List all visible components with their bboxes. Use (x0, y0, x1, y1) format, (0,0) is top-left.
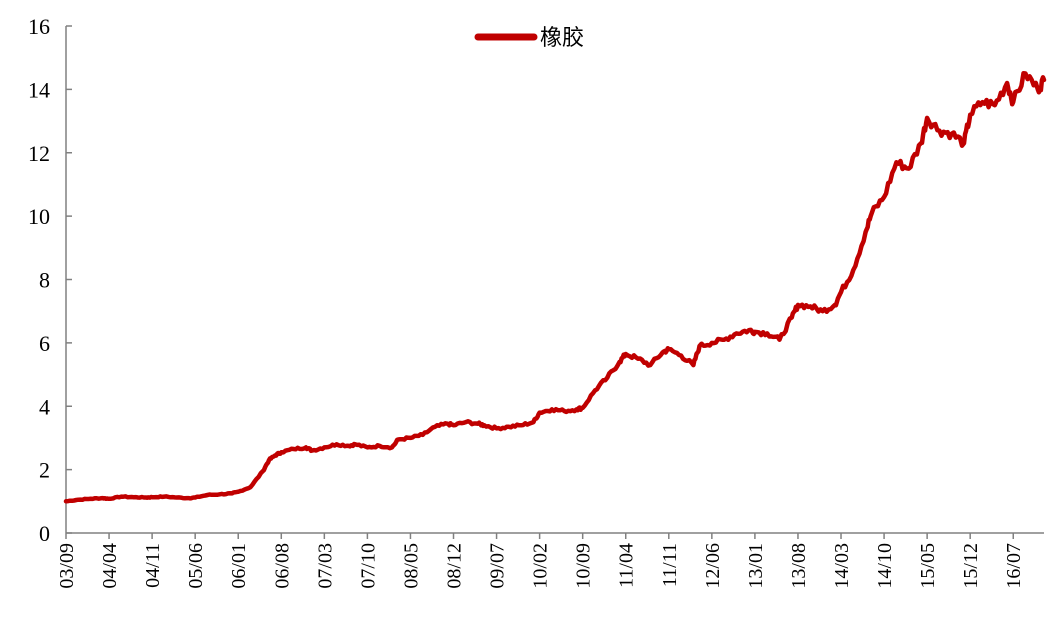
y-tick-label: 16 (28, 14, 50, 39)
x-tick-label: 13/08 (788, 543, 810, 589)
x-tick-label: 08/12 (444, 543, 466, 589)
x-tick-label: 05/06 (185, 543, 207, 589)
x-tick-label: 16/07 (1003, 543, 1025, 589)
y-tick-label: 2 (39, 458, 50, 483)
y-axis: 0 2 4 6 8 10 12 14 16 (28, 14, 72, 546)
x-tick-label: 08/05 (400, 543, 422, 589)
x-tick-label: 15/12 (960, 543, 982, 589)
y-tick-label: 10 (28, 204, 50, 229)
x-tick-label: 11/11 (659, 543, 681, 587)
x-tick-label: 04/04 (99, 543, 121, 589)
x-tick-label: 09/07 (487, 543, 509, 589)
x-tick-label: 10/02 (530, 543, 552, 589)
x-tick-label: 11/04 (616, 543, 638, 588)
x-tick-label: 12/06 (702, 543, 724, 589)
x-tick-label: 14/03 (831, 543, 853, 589)
y-tick-label: 0 (39, 521, 50, 546)
y-tick-label: 14 (28, 77, 50, 102)
x-tick-label: 10/09 (573, 543, 595, 589)
x-tick-label: 06/01 (228, 543, 250, 589)
x-tick-label: 07/10 (357, 543, 379, 589)
x-tick-label: 04/11 (142, 543, 164, 588)
legend: 橡胶 (474, 26, 584, 51)
series-layer (63, 70, 1047, 504)
y-tick-label: 6 (39, 331, 50, 356)
x-tick-label: 15/05 (917, 543, 939, 589)
x-tick-label: 07/03 (314, 543, 336, 589)
x-tick-label: 06/08 (271, 543, 293, 589)
x-axis: 03/09 04/04 04/11 05/06 06/01 06/08 07/03 07/10… (56, 532, 1044, 589)
x-tick-label: 03/09 (56, 543, 78, 589)
y-tick-label: 12 (28, 141, 50, 166)
legend-label: 橡胶 (540, 26, 584, 51)
series-line-rubber (63, 70, 1047, 504)
x-tick-label: 14/10 (874, 543, 896, 589)
x-tick-label: 13/01 (745, 543, 767, 589)
y-tick-label: 4 (39, 394, 50, 419)
y-tick-label: 8 (39, 268, 50, 293)
